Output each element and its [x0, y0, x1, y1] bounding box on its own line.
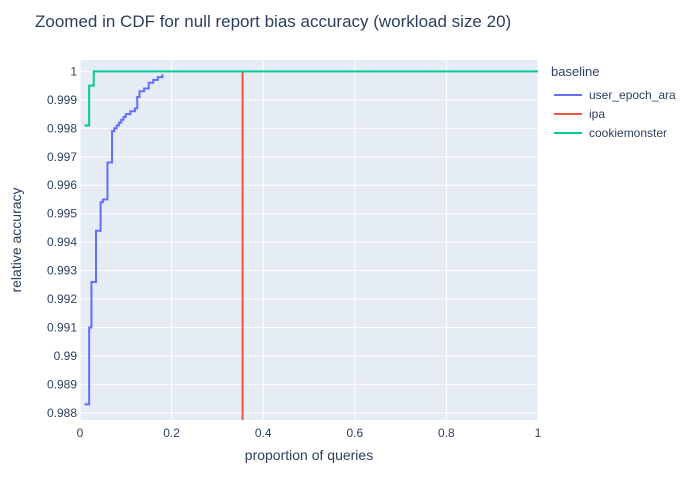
y-axis-ticks: 0.988 0.989 0.99 0.991 0.992 0.993 0.994 0.995 0… [47, 64, 77, 420]
legend-label: user_epoch_ara [589, 87, 676, 102]
x-tick-label: 0.4 [255, 426, 272, 440]
legend-swatch [554, 112, 582, 115]
legend-item-ipa[interactable]: ipa [551, 104, 676, 123]
y-tick-label: 0.995 [47, 207, 77, 221]
y-tick-label: 0.988 [47, 406, 77, 420]
x-tick-label: 0 [77, 426, 84, 440]
y-tick-label: 0.99 [54, 349, 78, 363]
y-tick-label: 0.989 [47, 377, 77, 391]
y-tick-label: 0.991 [47, 321, 77, 335]
legend-label: cookiemonster [589, 125, 668, 140]
legend-title: baseline [551, 64, 600, 79]
y-tick-label: 0.992 [47, 292, 77, 306]
plot-background [80, 60, 538, 420]
y-tick-label: 0.993 [47, 264, 77, 278]
x-tick-label: 1 [535, 426, 542, 440]
x-tick-label: 0.6 [346, 426, 363, 440]
series-lines [84, 70, 538, 420]
legend-item-user-epoch-ara[interactable]: user_epoch_ara [551, 85, 676, 104]
legend-item-cookiemonster[interactable]: cookiemonster [551, 123, 676, 142]
x-axis-title: proportion of queries [245, 447, 373, 463]
x-axis-ticks: 0 0.2 0.4 0.6 0.8 1 [77, 426, 542, 440]
legend-swatch [554, 93, 582, 96]
chart-title: Zoomed in CDF for null report bias accur… [35, 12, 512, 31]
x-tick-label: 0.2 [163, 426, 180, 440]
legend: baseline user_epoch_ara ipa cookiemonste… [551, 64, 676, 142]
y-tick-label: 1 [70, 64, 77, 78]
x-tick-label: 0.8 [438, 426, 455, 440]
series-line-user-epoch-ara [84, 74, 164, 406]
legend-label: ipa [589, 106, 606, 121]
y-tick-label: 0.997 [47, 150, 77, 164]
y-tick-label: 0.998 [47, 121, 77, 135]
y-tick-label: 0.994 [47, 235, 77, 249]
y-tick-label: 0.999 [47, 93, 77, 107]
series-line-cookiemonster [84, 70, 538, 127]
y-axis-title: relative accuracy [8, 187, 24, 292]
legend-swatch [554, 131, 582, 134]
y-tick-label: 0.996 [47, 178, 77, 192]
